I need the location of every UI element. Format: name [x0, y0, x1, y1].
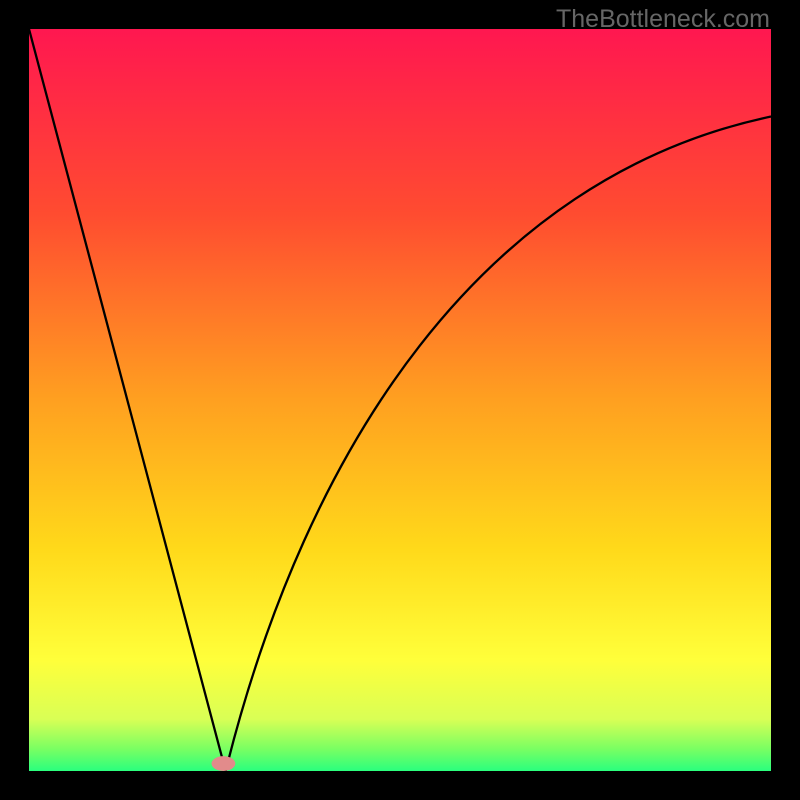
- chart-overlay: [0, 0, 800, 800]
- bottleneck-curve: [29, 29, 771, 771]
- minimum-marker: [212, 756, 236, 771]
- chart-canvas: TheBottleneck.com: [0, 0, 800, 800]
